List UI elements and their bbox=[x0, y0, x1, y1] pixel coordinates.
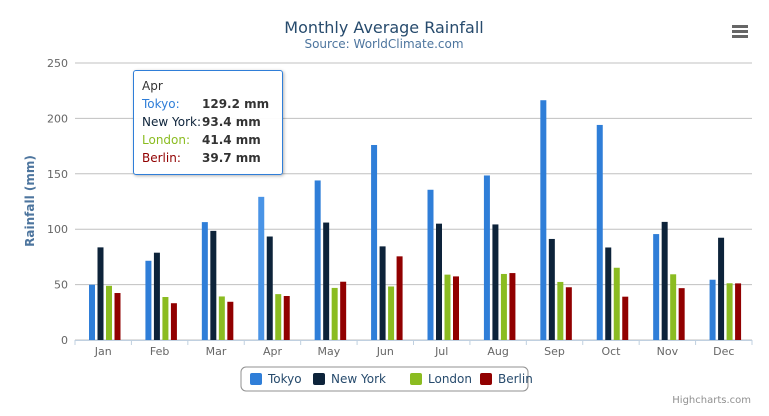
legend-swatch[interactable] bbox=[313, 373, 325, 385]
y-tick-label: 50 bbox=[54, 279, 68, 292]
bar-new-york-nov[interactable] bbox=[661, 221, 668, 340]
legend-item-london[interactable]: London bbox=[428, 372, 472, 386]
bar-tokyo-sep[interactable] bbox=[540, 100, 547, 341]
bar-berlin-feb[interactable] bbox=[170, 303, 177, 340]
bar-london-oct[interactable] bbox=[613, 267, 620, 340]
legend-swatch[interactable] bbox=[250, 373, 262, 385]
bar-berlin-sep[interactable] bbox=[565, 287, 572, 340]
x-tick-label: Nov bbox=[657, 345, 679, 358]
bar-london-may[interactable] bbox=[331, 287, 338, 340]
bar-london-feb[interactable] bbox=[162, 297, 169, 340]
bar-new-york-aug[interactable] bbox=[492, 224, 499, 340]
tooltip-row: Berlin: 39.7 mm bbox=[142, 151, 282, 169]
x-tick-label: Oct bbox=[601, 345, 621, 358]
bar-berlin-dec[interactable] bbox=[735, 283, 742, 340]
x-tick-label: Mar bbox=[206, 345, 227, 358]
bar-new-york-mar[interactable] bbox=[210, 230, 217, 340]
tooltip-series-label: Berlin: bbox=[142, 151, 181, 165]
x-tick-label: Jul bbox=[434, 345, 448, 358]
bar-new-york-dec[interactable] bbox=[718, 237, 725, 340]
x-tick-label: Jun bbox=[376, 345, 394, 358]
y-tick-label: 200 bbox=[47, 112, 68, 125]
chart-subtitle: Source: WorldClimate.com bbox=[304, 37, 463, 51]
x-tick-label: Aug bbox=[487, 345, 508, 358]
x-tick-label: Sep bbox=[544, 345, 565, 358]
bar-london-nov[interactable] bbox=[670, 274, 677, 340]
y-axis-title: Rainfall (mm) bbox=[23, 155, 37, 247]
tooltip-value: 129.2 mm bbox=[202, 97, 270, 111]
x-tick-label: Jan bbox=[94, 345, 112, 358]
bar-berlin-oct[interactable] bbox=[622, 296, 629, 340]
bar-berlin-jun[interactable] bbox=[396, 256, 403, 340]
legend-item-new-york[interactable]: New York bbox=[331, 372, 386, 386]
tooltip-row: New York: 93.4 mm bbox=[142, 115, 282, 133]
legend-swatch[interactable] bbox=[480, 373, 492, 385]
chart-title: Monthly Average Rainfall bbox=[284, 18, 483, 37]
tooltip-value: 93.4 mm bbox=[202, 115, 261, 129]
bar-berlin-mar[interactable] bbox=[227, 301, 234, 340]
bar-london-mar[interactable] bbox=[218, 296, 225, 340]
bar-new-york-apr[interactable] bbox=[266, 236, 273, 340]
bar-berlin-jan[interactable] bbox=[114, 293, 121, 340]
legend-item-tokyo[interactable]: Tokyo bbox=[267, 372, 302, 386]
bar-tokyo-jul[interactable] bbox=[427, 189, 434, 340]
x-tick-label: Dec bbox=[713, 345, 734, 358]
tooltip: Apr Tokyo: 129.2 mm New York: 93.4 mm London… bbox=[133, 70, 283, 175]
tooltip-value: 39.7 mm bbox=[202, 151, 261, 165]
bar-new-york-may[interactable] bbox=[323, 222, 330, 340]
bar-london-jan[interactable] bbox=[106, 285, 112, 340]
bar-london-jun[interactable] bbox=[388, 286, 395, 340]
y-tick-label: 150 bbox=[47, 168, 68, 181]
bar-tokyo-apr[interactable] bbox=[258, 196, 265, 340]
bar-london-jul[interactable] bbox=[444, 274, 451, 340]
bar-new-york-jul[interactable] bbox=[436, 223, 442, 340]
bar-tokyo-mar[interactable] bbox=[201, 222, 208, 340]
credits-link[interactable]: Highcharts.com bbox=[672, 395, 751, 406]
bar-tokyo-oct[interactable] bbox=[596, 124, 603, 341]
x-tick-label: Feb bbox=[150, 345, 169, 358]
tooltip-row: London: 41.4 mm bbox=[142, 133, 282, 151]
bar-tokyo-nov[interactable] bbox=[653, 234, 660, 340]
bar-tokyo-aug[interactable] bbox=[483, 175, 490, 340]
hamburger-menu-icon[interactable] bbox=[731, 24, 749, 40]
bar-tokyo-dec[interactable] bbox=[709, 279, 716, 340]
bar-tokyo-may[interactable] bbox=[314, 180, 321, 340]
tooltip-row: Tokyo: 129.2 mm bbox=[142, 97, 282, 115]
bar-berlin-nov[interactable] bbox=[678, 288, 685, 340]
bar-london-apr[interactable] bbox=[275, 294, 282, 340]
bar-new-york-oct[interactable] bbox=[605, 247, 612, 340]
bar-berlin-aug[interactable] bbox=[509, 273, 516, 340]
bar-berlin-jul[interactable] bbox=[453, 276, 459, 340]
y-tick-label: 100 bbox=[47, 223, 68, 236]
bar-new-york-feb[interactable] bbox=[153, 252, 160, 340]
tooltip-series-label: London: bbox=[142, 133, 191, 147]
tooltip-series-label: New York: bbox=[142, 115, 201, 129]
bar-tokyo-jun[interactable] bbox=[371, 144, 378, 340]
tooltip-header: Apr bbox=[142, 79, 163, 93]
bar-new-york-jun[interactable] bbox=[379, 246, 386, 340]
legend-item-berlin[interactable]: Berlin bbox=[498, 372, 533, 386]
bar-berlin-may[interactable] bbox=[340, 281, 347, 340]
tooltip-value: 41.4 mm bbox=[202, 133, 261, 147]
bar-london-dec[interactable] bbox=[726, 283, 733, 340]
y-tick-label: 250 bbox=[47, 57, 68, 70]
bar-tokyo-jan[interactable] bbox=[89, 284, 95, 340]
bar-tokyo-feb[interactable] bbox=[145, 260, 152, 340]
tooltip-series-label: Tokyo: bbox=[142, 97, 180, 111]
x-tick-label: May bbox=[318, 345, 341, 358]
legend: Tokyo New York London Berlin bbox=[240, 366, 533, 392]
y-tick-label: 0 bbox=[61, 334, 68, 347]
bar-london-sep[interactable] bbox=[557, 281, 564, 340]
x-tick-label: Apr bbox=[263, 345, 283, 358]
bar-new-york-jan[interactable] bbox=[97, 247, 104, 340]
bar-new-york-sep[interactable] bbox=[548, 238, 555, 340]
bar-berlin-apr[interactable] bbox=[283, 296, 290, 340]
legend-swatch[interactable] bbox=[410, 373, 422, 385]
bar-london-aug[interactable] bbox=[500, 273, 507, 340]
